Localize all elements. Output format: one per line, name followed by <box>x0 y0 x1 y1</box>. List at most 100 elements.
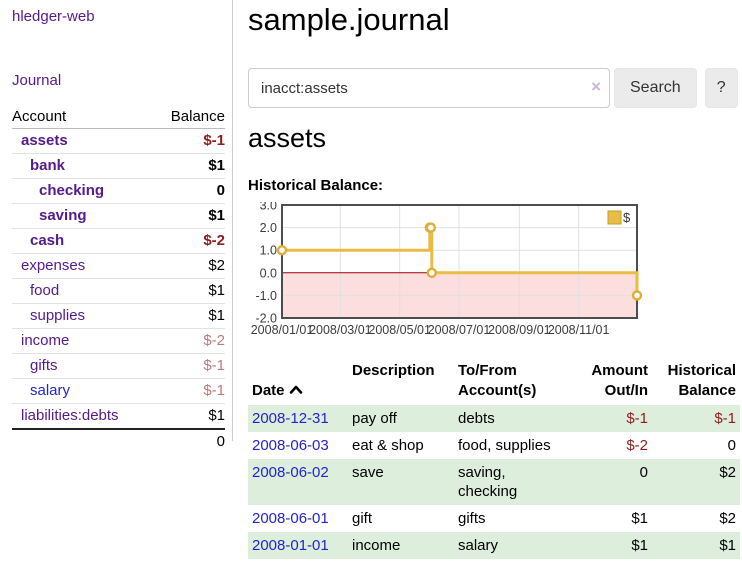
account-name-cell: bank <box>12 154 153 179</box>
transaction-description: pay off <box>352 410 397 427</box>
y-tick-label: 1.0 <box>260 244 277 258</box>
data-point-marker <box>276 245 288 256</box>
search-input[interactable] <box>248 68 610 108</box>
search-button[interactable]: Search <box>614 68 697 108</box>
account-name-cell: supplies <box>12 304 153 329</box>
account-row: liabilities:debts $1 <box>12 403 225 430</box>
data-point-marker <box>631 290 642 301</box>
data-point-marker <box>425 222 437 233</box>
account-row: supplies $1 <box>12 303 225 329</box>
transaction-accounts: debts <box>458 410 495 427</box>
register-table: Date Description To/From Account(s) Amou… <box>248 359 740 559</box>
account-balance: 0 <box>216 182 225 199</box>
transaction-row: 2008-01-01 income salary $1 $1 <box>248 532 740 559</box>
account-balance: $-1 <box>203 132 225 149</box>
sidebar-item-journal[interactable]: Journal <box>12 72 62 89</box>
accounts-table-header: Account Balance <box>12 105 225 129</box>
account-link-checking[interactable]: checking <box>39 182 105 199</box>
x-tick-label: 2008/03/01 <box>309 323 372 337</box>
transaction-accounts: salary <box>458 537 499 554</box>
account-link-assets[interactable]: assets <box>21 132 68 149</box>
account-heading: assets <box>248 123 327 153</box>
x-tick-label: 2008/05/01 <box>368 323 431 337</box>
legend-swatch <box>607 210 622 225</box>
account-name-cell: checking <box>12 179 153 204</box>
account-row: gifts $-1 <box>12 353 225 379</box>
register-header-row: Date Description To/From Account(s) Amou… <box>248 359 740 405</box>
account-link-saving[interactable]: saving <box>39 207 87 224</box>
account-link-supplies[interactable]: supplies <box>30 307 86 324</box>
account-row: saving $1 <box>12 203 225 229</box>
x-tick-label: 2008/07/01 <box>428 323 491 337</box>
chart-title: Historical Balance: <box>248 177 384 194</box>
transaction-balance: $2 <box>719 510 736 527</box>
transaction-date-link[interactable]: 2008-06-03 <box>252 437 329 454</box>
spacer-cell <box>12 428 154 454</box>
x-tick-label: 2008/01/01 <box>251 323 314 337</box>
transaction-balance: $1 <box>719 537 736 554</box>
transaction-row: 2008-06-03 eat & shop food, supplies $-2 0 <box>248 432 740 459</box>
register-header-date[interactable]: Date <box>248 359 348 405</box>
transaction-date-link[interactable]: 2008-12-31 <box>252 410 329 427</box>
register-header-date-label: Date <box>252 382 285 399</box>
account-row: expenses $2 <box>12 253 225 279</box>
account-row: food $1 <box>12 278 225 304</box>
account-link-bank[interactable]: bank <box>30 157 66 174</box>
transaction-amount: $1 <box>631 510 648 527</box>
register-table-body: 2008-12-31 pay off debts $-1 $-1 2008-06-03 ea… <box>248 405 740 559</box>
page-title: sample.journal <box>248 2 450 37</box>
search-input-wrap: × <box>248 68 610 108</box>
transaction-date-link[interactable]: 2008-06-02 <box>252 464 329 481</box>
transaction-accounts: saving, checking <box>458 464 518 500</box>
transaction-row: 2008-06-01 gift gifts $1 $2 <box>248 505 740 532</box>
account-name-cell: cash <box>12 229 153 254</box>
account-row: assets $-1 <box>12 129 225 154</box>
account-name-cell: expenses <box>12 254 153 279</box>
legend-label: $ <box>623 210 631 225</box>
transaction-date-cell: 2008-06-02 <box>248 459 348 505</box>
account-row: checking 0 <box>12 178 225 204</box>
account-link-liabilities-debts[interactable]: liabilities:debts <box>21 407 119 424</box>
y-tick-label: 3.0 <box>260 202 277 213</box>
y-tick-label: 2.0 <box>260 221 277 235</box>
account-row: cash $-2 <box>12 228 225 254</box>
account-balance: $-2 <box>203 232 225 249</box>
data-point-marker <box>426 267 437 279</box>
account-balance: $2 <box>208 257 225 274</box>
account-name-cell: assets <box>12 129 153 154</box>
register-header-balance: Historical Balance <box>667 362 736 399</box>
account-balance: $1 <box>208 157 225 174</box>
register-header-accounts: To/From Account(s) <box>458 362 537 399</box>
transaction-balance: $2 <box>719 464 736 481</box>
account-link-cash[interactable]: cash <box>30 232 65 249</box>
account-link-income[interactable]: income <box>21 332 70 349</box>
accounts-total-row: 0 <box>12 428 225 454</box>
account-balance: $-1 <box>203 382 225 399</box>
account-link-gifts[interactable]: gifts <box>30 357 58 374</box>
transaction-description: save <box>352 464 384 481</box>
account-name-cell: salary <box>12 379 153 404</box>
transaction-balance: $-1 <box>714 410 736 427</box>
transaction-description: eat & shop <box>352 437 424 454</box>
transaction-amount: $1 <box>631 537 648 554</box>
account-name-cell: gifts <box>12 354 153 379</box>
app-brand-link[interactable]: hledger-web <box>12 8 95 25</box>
account-link-food[interactable]: food <box>30 282 60 299</box>
transaction-row: 2008-06-02 save saving, checking 0 $2 <box>248 459 740 505</box>
accounts-header-balance: Balance <box>153 105 225 129</box>
account-link-expenses[interactable]: expenses <box>21 257 86 274</box>
transaction-amount: 0 <box>639 464 648 481</box>
account-name-cell: income <box>12 329 153 354</box>
transaction-amount: $-1 <box>626 410 648 427</box>
help-button[interactable]: ? <box>704 68 738 108</box>
account-balance: $1 <box>208 407 225 424</box>
transaction-date-link[interactable]: 2008-06-01 <box>252 510 329 527</box>
sidebar: hledger-web Journal Account Balance asse… <box>0 0 233 454</box>
historical-balance-chart: $3.0 2.0 1.0 0.0 -1.0 -2.02008/01/012008/03/0… <box>251 202 642 337</box>
account-link-salary[interactable]: salary <box>30 382 71 399</box>
account-balance: $1 <box>208 207 225 224</box>
transaction-balance: 0 <box>727 437 736 454</box>
main-content: sample.journal × Search ? assets Histori… <box>248 0 740 559</box>
clear-search-icon[interactable]: × <box>591 77 601 96</box>
transaction-date-link[interactable]: 2008-01-01 <box>252 537 329 554</box>
